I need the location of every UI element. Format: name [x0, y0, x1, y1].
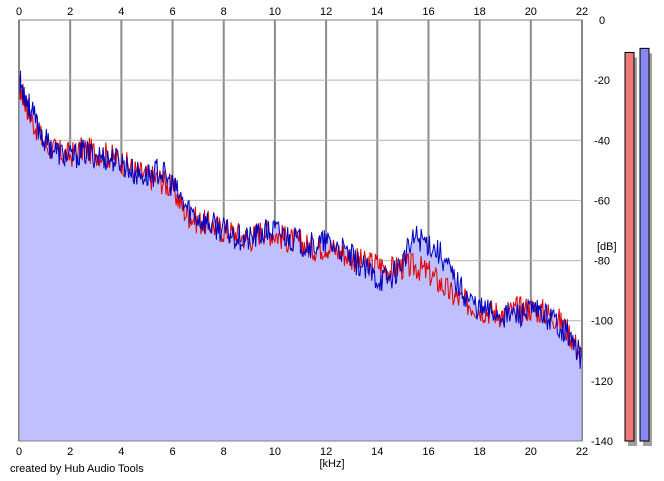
x-axis-top-ticks: 0 2 4 6 8 10 12 14 16 18 20 22 — [16, 6, 588, 18]
spectrum-area-fill — [19, 70, 582, 442]
x-tick-label-bottom: 14 — [371, 446, 383, 458]
y-axis-unit-label: [dB] — [597, 241, 617, 253]
y-tick-label: -60 — [594, 195, 610, 207]
y-tick-label: -40 — [594, 135, 610, 147]
level-meter-bar — [639, 47, 650, 442]
x-axis-bottom-ticks: 0 2 4 6 8 10 12 14 16 18 20 22 — [16, 446, 588, 458]
y-tick-label: -80 — [594, 256, 610, 268]
y-tick-label: -100 — [591, 316, 613, 328]
x-tick-label-top: 10 — [269, 6, 281, 18]
x-tick-label-top: 20 — [525, 6, 537, 18]
x-axis-unit-label: [kHz] — [319, 458, 344, 470]
x-tick-label-bottom: 10 — [269, 446, 281, 458]
level-meters — [624, 47, 652, 447]
x-tick-label-top: 0 — [16, 6, 22, 18]
x-tick-label-bottom: 16 — [422, 446, 434, 458]
x-tick-label-bottom: 18 — [474, 446, 486, 458]
x-tick-label-bottom: 6 — [169, 446, 175, 458]
x-tick-label-top: 8 — [221, 6, 227, 18]
x-tick-label-bottom: 4 — [118, 446, 124, 458]
x-tick-label-top: 16 — [422, 6, 434, 18]
x-tick-label-top: 18 — [474, 6, 486, 18]
x-tick-label-top: 6 — [169, 6, 175, 18]
y-axis-ticks: 0 -20 -40 -60 -80 -100 -120 -140 — [591, 15, 613, 448]
plot-border — [18, 19, 583, 442]
x-tick-label-top: 4 — [118, 6, 124, 18]
x-tick-label-top: 22 — [576, 6, 588, 18]
y-tick-label: -140 — [591, 436, 613, 448]
level-meter-bar — [624, 51, 635, 442]
x-tick-label-top: 12 — [320, 6, 332, 18]
x-tick-label-bottom: 22 — [576, 446, 588, 458]
credit-text: created by Hub Audio Tools — [10, 463, 144, 475]
x-tick-label-bottom: 8 — [221, 446, 227, 458]
x-tick-label-bottom: 20 — [525, 446, 537, 458]
y-tick-label: -120 — [591, 376, 613, 388]
series-line-blue — [18, 70, 583, 369]
x-tick-label-top: 14 — [371, 6, 383, 18]
x-tick-label-bottom: 2 — [67, 446, 73, 458]
x-tick-label-top: 2 — [67, 6, 73, 18]
y-tick-label: 0 — [599, 15, 605, 27]
y-tick-label: -20 — [594, 75, 610, 87]
x-tick-label-bottom: 0 — [16, 446, 22, 458]
x-tick-label-bottom: 12 — [320, 446, 332, 458]
